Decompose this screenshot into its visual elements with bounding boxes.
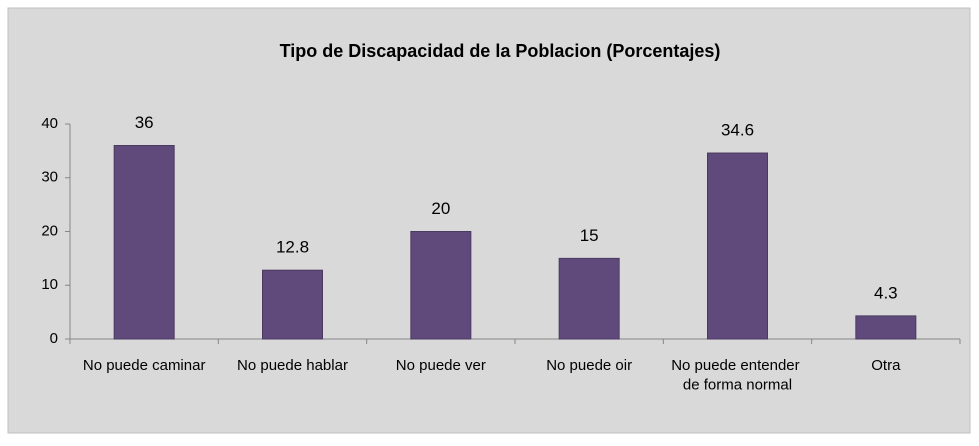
y-tick-label: 0	[50, 330, 58, 347]
data-label: 15	[580, 226, 599, 245]
data-label: 36	[135, 113, 154, 132]
x-tick-label: No puede ver	[396, 357, 486, 374]
bar	[855, 315, 917, 340]
data-label: 12.8	[276, 238, 309, 257]
y-tick-label: 10	[41, 276, 58, 293]
bar	[410, 231, 472, 340]
y-tick-label: 30	[41, 169, 58, 186]
y-tick-label: 20	[41, 222, 58, 239]
x-tick-label: No puede oir	[546, 357, 632, 374]
x-tick-label: Otra	[871, 357, 901, 374]
data-label: 20	[431, 199, 450, 218]
x-tick-label: No puede caminar	[83, 357, 206, 374]
bar	[558, 257, 620, 340]
y-tick-label: 40	[41, 115, 58, 132]
bar	[262, 269, 323, 340]
x-tick-label: No puede hablar	[237, 357, 348, 374]
bar	[113, 145, 175, 340]
x-tick-label: No puede entender de forma normal	[671, 357, 804, 394]
data-label: 34.6	[721, 121, 754, 140]
data-label: 4.3	[874, 283, 898, 302]
bar	[707, 152, 768, 340]
chart-title: Tipo de Discapacidad de la Poblacion (Po…	[280, 41, 721, 61]
